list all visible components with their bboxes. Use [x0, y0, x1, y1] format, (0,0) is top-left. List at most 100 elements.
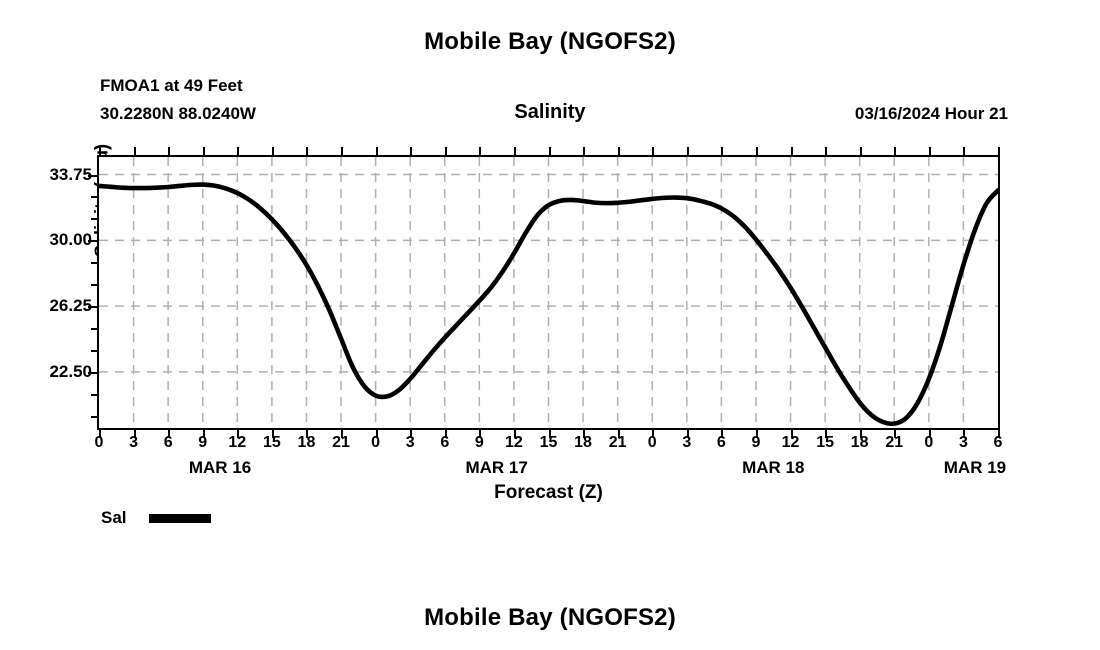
x-tick-label: 18 — [850, 434, 869, 451]
x-tick-mark-top — [825, 147, 828, 155]
y-tick-label: 26.25 — [49, 296, 92, 316]
gridlines — [99, 157, 998, 428]
x-tick-mark — [99, 430, 101, 438]
x-tick-mark-top — [721, 147, 724, 155]
page-title: Mobile Bay (NGOFS2) — [424, 28, 676, 55]
x-axis-day-label: MAR 18 — [742, 458, 805, 477]
y-tick-minor — [91, 328, 97, 331]
series-group — [99, 182, 998, 427]
y-tick-label: 30.00 — [49, 230, 92, 250]
x-tick-mark-top — [237, 147, 240, 155]
x-tick-mark — [721, 430, 724, 438]
x-tick-label: 3 — [958, 434, 968, 451]
chart-subtitle: Salinity — [514, 101, 586, 123]
x-tick-mark — [998, 430, 1000, 438]
x-tick-mark-top — [755, 147, 758, 155]
x-tick-mark — [686, 430, 689, 438]
x-tick-mark-top — [168, 147, 171, 155]
y-tick-mark — [88, 174, 97, 177]
x-tick-mark-top — [99, 147, 101, 155]
salinity-line-chart — [99, 157, 998, 428]
x-tick-mark-top — [894, 147, 897, 155]
x-axis-day-label: MAR 16 — [188, 458, 252, 477]
x-tick-mark-top — [341, 147, 344, 155]
x-tick-mark — [271, 430, 274, 438]
x-tick-label: 6 — [716, 434, 726, 451]
y-tick-minor — [91, 349, 97, 352]
x-tick-label: 0 — [371, 434, 381, 451]
x-tick-label: 12 — [505, 434, 523, 451]
x-tick-mark — [859, 430, 862, 438]
y-tick-mark — [88, 371, 97, 374]
x-tick-label: 3 — [129, 434, 139, 451]
x-tick-mark — [894, 430, 897, 438]
x-tick-label: 6 — [440, 434, 450, 451]
y-tick-label: 33.75 — [49, 164, 92, 184]
x-tick-mark — [963, 430, 966, 438]
legend-label-sal: Sal — [101, 508, 127, 527]
x-tick-mark — [825, 430, 828, 438]
y-tick-minor — [91, 196, 97, 199]
x-tick-mark-top — [963, 147, 966, 155]
x-tick-mark-top — [306, 147, 309, 155]
x-tick-mark — [306, 430, 309, 438]
station-name: FMOA1 at 49 Feet — [100, 76, 243, 95]
x-tick-mark — [755, 430, 758, 438]
x-tick-mark-top — [133, 147, 136, 155]
x-tick-label: 15 — [262, 434, 281, 451]
x-tick-label: 9 — [751, 434, 761, 451]
x-tick-mark-top — [790, 147, 793, 155]
x-tick-mark-top — [617, 147, 620, 155]
plot-area — [97, 155, 1000, 430]
station-coordinates: 30.2280N 88.0240W — [100, 104, 256, 123]
legend-swatch-sal — [148, 513, 211, 523]
y-tick-minor — [91, 284, 97, 287]
y-tick-minor — [91, 218, 97, 221]
x-tick-label: 0 — [647, 434, 657, 451]
x-tick-mark — [444, 430, 447, 438]
x-tick-mark-top — [583, 147, 586, 155]
x-tick-label: 18 — [574, 434, 592, 451]
x-tick-mark-top — [410, 147, 413, 155]
x-tick-label: 18 — [297, 434, 316, 451]
series-line-sal — [99, 182, 998, 427]
x-tick-mark-top — [444, 147, 447, 155]
x-tick-mark-top — [652, 147, 655, 155]
x-tick-label: 3 — [682, 434, 692, 451]
x-tick-mark — [479, 430, 482, 438]
footer-title: Mobile Bay (NGOFS2) — [424, 604, 676, 631]
x-tick-mark — [375, 430, 378, 438]
x-tick-mark-top — [548, 147, 551, 155]
model-run-timestamp: 03/16/2024 Hour 21 — [854, 104, 1008, 123]
x-tick-mark — [790, 430, 793, 438]
x-tick-mark — [202, 430, 205, 438]
x-tick-mark — [237, 430, 240, 438]
x-tick-mark-top — [479, 147, 482, 155]
x-tick-mark-top — [375, 147, 378, 155]
x-tick-mark-top — [202, 147, 205, 155]
x-tick-label: 0 — [94, 434, 104, 451]
y-tick-minor — [91, 262, 97, 265]
x-tick-label: 9 — [474, 434, 484, 451]
x-tick-mark — [341, 430, 344, 438]
x-axis-day-label: MAR 19 — [943, 458, 1007, 477]
x-tick-mark — [168, 430, 171, 438]
x-tick-mark — [928, 430, 931, 438]
x-tick-mark — [652, 430, 655, 438]
x-tick-label: 6 — [163, 434, 173, 451]
x-tick-label: 21 — [608, 434, 627, 451]
x-tick-label: 12 — [781, 434, 800, 451]
x-tick-mark-top — [513, 147, 516, 155]
x-tick-label: 9 — [198, 434, 208, 451]
x-tick-label: 0 — [924, 434, 934, 451]
plot-inner — [99, 157, 998, 428]
x-tick-mark — [617, 430, 620, 438]
x-tick-label: 15 — [816, 434, 834, 451]
x-tick-mark-top — [859, 147, 862, 155]
x-axis-label: Forecast (Z) — [494, 482, 603, 503]
y-tick-minor — [91, 415, 97, 418]
x-tick-label: 21 — [332, 434, 350, 451]
x-tick-mark — [548, 430, 551, 438]
y-tick-minor — [91, 393, 97, 396]
